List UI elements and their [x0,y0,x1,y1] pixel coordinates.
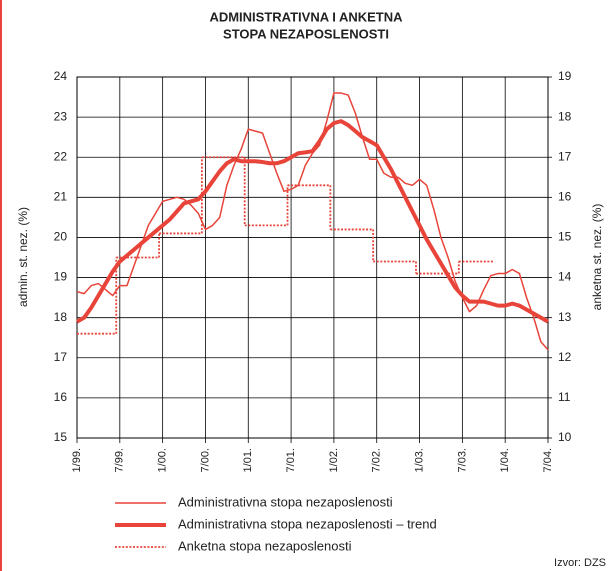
x-tick-label: 7/02. [371,448,383,472]
plot-frame [76,76,549,439]
legend-label: Administrativna stopa nezaposlenosti – t… [178,516,437,531]
x-tick-label: 7/99. [114,448,126,472]
source: Izvor: DZS [554,557,606,569]
y-tick-label: 15 [54,430,68,444]
x-tick-label: 7/04. [542,448,554,472]
legend-label: Anketna stopa nezaposlenosti [178,538,352,553]
x-tick-label: 7/01. [285,448,297,472]
x-tick-label: 1/02. [328,448,340,472]
x-tick-label: 7/03. [456,448,468,472]
y-axis-label: admin. st. nez. (%) [16,207,30,307]
y2-axis-label: anketna st. nez. (%) [590,204,604,311]
y-tick-label: 22 [54,149,68,163]
y2-tick-label: 11 [558,390,571,404]
y-tick-label: 20 [54,230,68,244]
chart-title: STOPA NEZAPOSLENOSTI [223,26,389,41]
series-line [76,92,549,351]
y-tick-label: 21 [54,190,68,204]
x-tick-label: 1/03. [413,448,425,472]
y-tick-label: 16 [54,390,68,404]
y2-tick-label: 15 [558,230,572,244]
y2-tick-label: 13 [558,310,572,324]
x-tick-label: 7/00. [199,448,211,472]
y2-tick-label: 12 [558,350,572,364]
y-tick-label: 17 [54,350,68,364]
y2-tick-label: 16 [558,190,572,204]
y-tick-label: 19 [54,270,68,284]
y2-tick-label: 18 [558,109,572,123]
x-tick-label: 1/01. [242,448,254,472]
y-tick-label: 18 [54,310,68,324]
y2-tick-label: 14 [558,270,572,284]
x-tick-label: 1/99. [71,448,83,472]
legend-label: Administrativna stopa nezaposlenosti [178,494,393,509]
y2-tick-label: 17 [558,149,572,163]
series-line [76,119,549,324]
y-tick-label: 23 [54,109,68,123]
x-tick-label: 1/00. [157,448,169,472]
x-tick-label: 1/04. [499,448,511,472]
y-tick-label: 24 [54,69,68,83]
chart-title: ADMINISTRATIVNA I ANKETNA [209,9,403,24]
y2-tick-label: 19 [558,69,572,83]
y2-tick-label: 10 [558,430,572,444]
